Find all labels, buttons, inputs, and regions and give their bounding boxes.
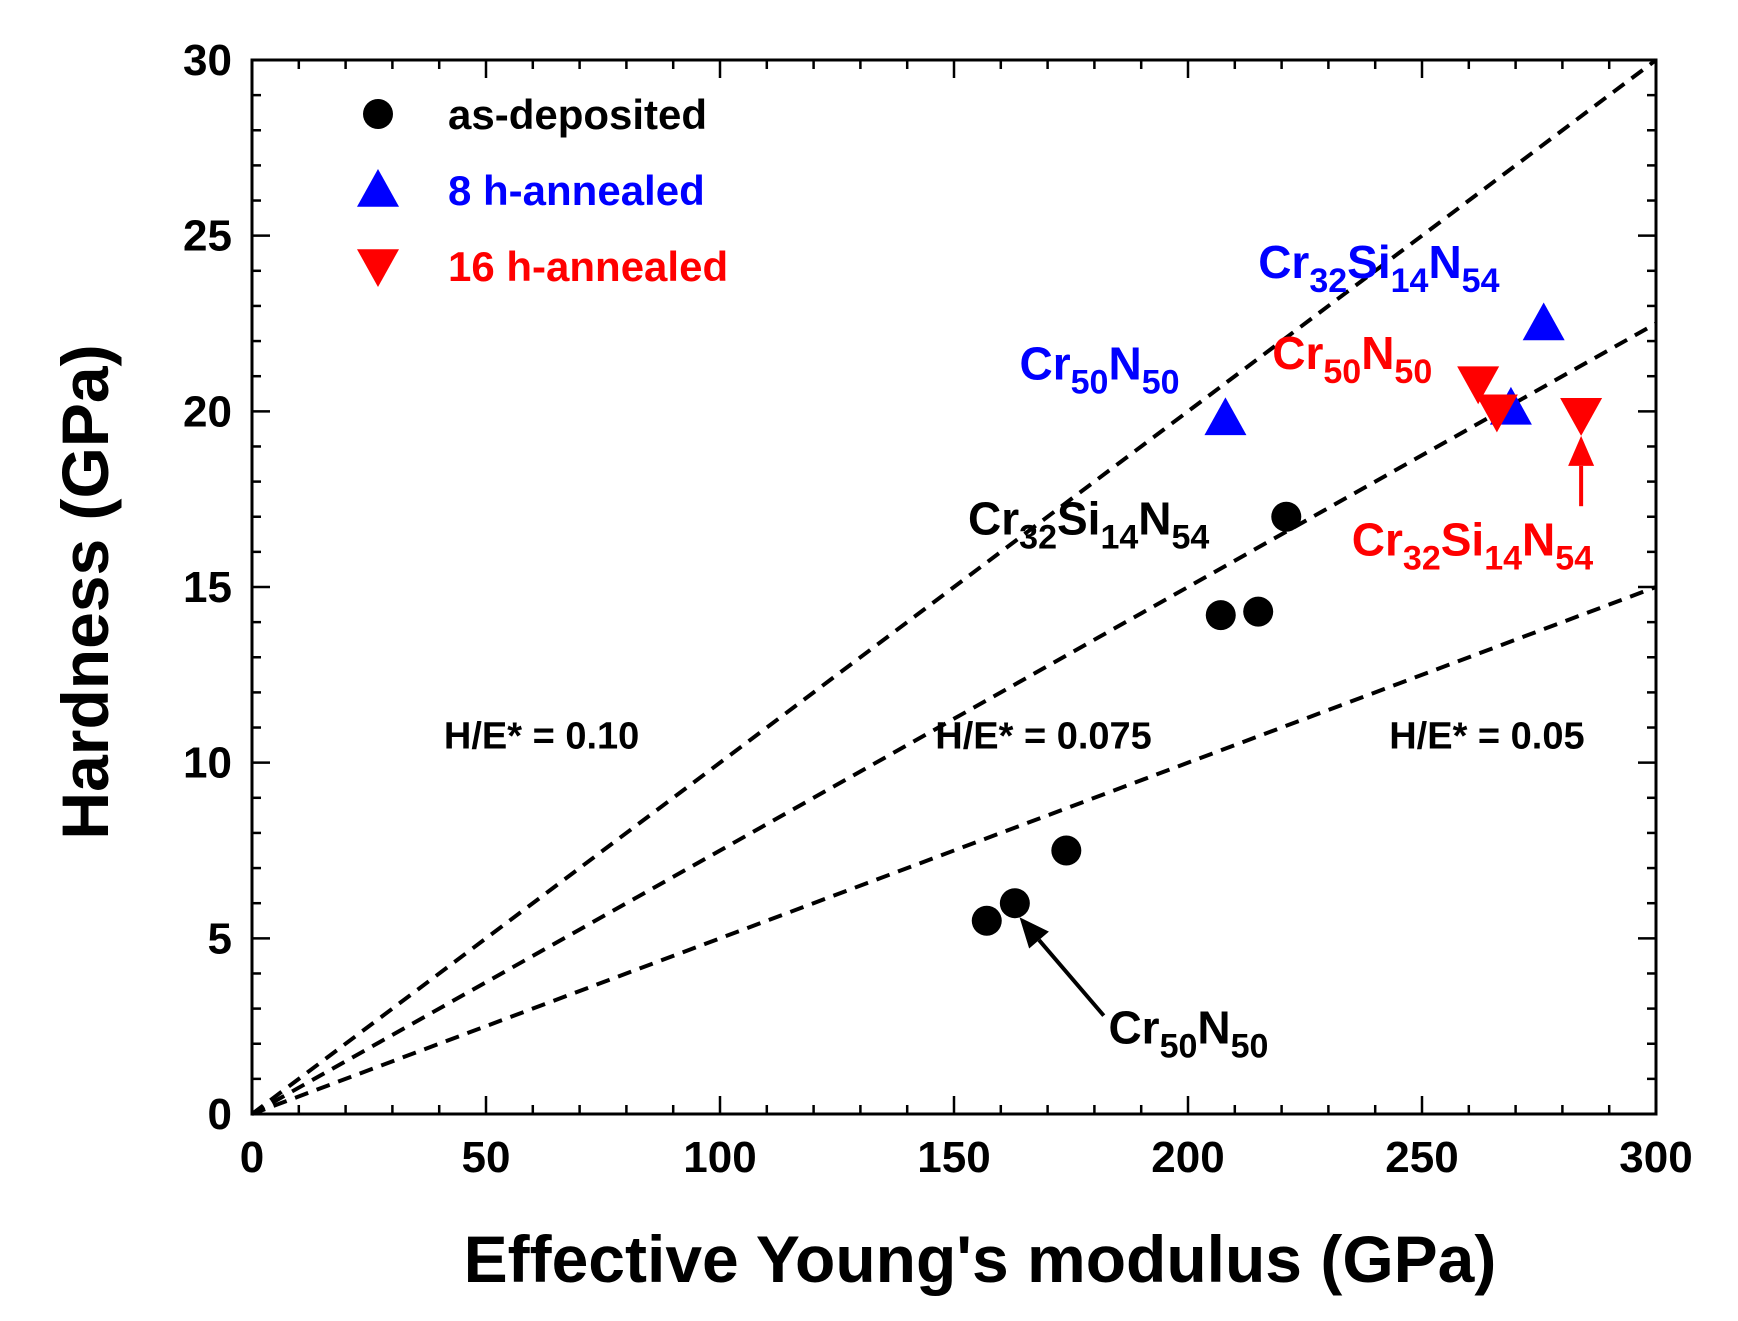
data-point-triangle-down xyxy=(1560,398,1603,436)
arrow-head xyxy=(1568,435,1595,466)
annotation-subscript: 50 xyxy=(1323,353,1361,391)
annotation-subscript: 14 xyxy=(1484,539,1522,577)
x-axis-title: Effective Young's modulus (GPa) xyxy=(464,1222,1497,1296)
annotation-text: N xyxy=(1361,327,1394,379)
reference-line-label: H/E* = 0.10 xyxy=(444,716,639,758)
annotation-text: N xyxy=(1428,236,1461,288)
annotation-subscript: 14 xyxy=(1100,518,1138,556)
x-tick-label: 200 xyxy=(1151,1133,1224,1182)
annotation-text: Cr xyxy=(1108,1002,1159,1054)
annotation-subscript: 54 xyxy=(1555,539,1593,577)
annotation-black-cr32si14n54: Cr32Si14N54 xyxy=(968,492,1209,556)
reference-line xyxy=(251,585,1657,1116)
y-tick-label: 30 xyxy=(183,36,232,85)
reference-line-label: H/E* = 0.075 xyxy=(935,716,1152,758)
reference-line xyxy=(251,321,1657,1116)
axis-ticks xyxy=(250,58,1658,1116)
data-point-triangle-down xyxy=(1457,366,1500,405)
y-tick-label: 5 xyxy=(208,914,232,963)
annotation-text: Cr xyxy=(1352,513,1403,565)
data-point-triangle-up xyxy=(1204,397,1247,436)
data-point-circle xyxy=(971,905,1002,936)
legend-marker-triangle-down xyxy=(357,249,399,287)
legend-marker-circle xyxy=(363,99,393,129)
data-points xyxy=(971,302,1603,936)
annotation-subscript: 54 xyxy=(1172,518,1210,556)
data-point-circle xyxy=(1051,835,1082,866)
annotation-subscript: 54 xyxy=(1462,262,1500,300)
y-axis-title: Hardness (GPa) xyxy=(48,344,122,839)
legend: as-deposited 8 h-annealed 16 h-annealed xyxy=(357,91,728,290)
x-tick-label: 50 xyxy=(462,1133,511,1182)
data-point-triangle-up xyxy=(1522,302,1565,341)
annotation-text: N xyxy=(1522,513,1555,565)
annotation-black-cr50n50: Cr50N50 xyxy=(1108,1002,1268,1066)
y-tick-label: 0 xyxy=(208,1090,232,1139)
reference-line-label: H/E* = 0.05 xyxy=(1389,716,1584,758)
y-tick-label: 25 xyxy=(183,212,232,261)
annotation-blue-cr32si14n54: Cr32Si14N54 xyxy=(1258,236,1499,300)
data-point-circle xyxy=(1271,501,1302,532)
y-tick-label: 20 xyxy=(183,387,232,436)
x-tick-label: 250 xyxy=(1385,1133,1458,1182)
annotation-blue-cr50n50: Cr50N50 xyxy=(1020,338,1180,402)
legend-label: 8 h-annealed xyxy=(448,167,705,214)
annotation-subscript: 50 xyxy=(1394,353,1432,391)
annotations: Cr50N50Cr32Si14N54Cr50N50Cr32Si14N54Cr32… xyxy=(968,236,1593,1066)
data-point-circle xyxy=(1243,596,1274,627)
annotation-red-cr50n50: Cr50N50 xyxy=(1272,327,1432,391)
annotation-text: Cr xyxy=(1020,338,1071,390)
annotation-subscript: 50 xyxy=(1231,1028,1269,1066)
legend-label: as-deposited xyxy=(448,91,707,138)
annotation-arrows xyxy=(1019,435,1595,1017)
annotation-text: Cr xyxy=(1258,236,1309,288)
annotation-text: Cr xyxy=(1272,327,1323,379)
y-tick-label: 15 xyxy=(183,563,232,612)
annotation-subscript: 32 xyxy=(1309,262,1347,300)
y-tick-label: 10 xyxy=(183,739,232,788)
data-point-circle xyxy=(999,888,1030,919)
x-tick-label: 100 xyxy=(683,1133,756,1182)
annotation-subscript: 50 xyxy=(1071,364,1109,402)
annotation-red-cr32si14n54: Cr32Si14N54 xyxy=(1352,513,1593,577)
annotation-text: Si xyxy=(1057,492,1100,544)
annotation-text: N xyxy=(1197,1002,1230,1054)
tick-labels: 0 50 100 150 200 250 300 0 5 10 15 20 25 30 xyxy=(183,36,1693,1182)
annotation-subscript: 50 xyxy=(1142,364,1180,402)
reference-lines xyxy=(250,58,1658,1116)
x-tick-label: 300 xyxy=(1619,1133,1692,1182)
data-point-circle xyxy=(1205,600,1236,631)
reference-line-labels: H/E* = 0.10 H/E* = 0.075 H/E* = 0.05 xyxy=(444,716,1585,758)
x-tick-label: 150 xyxy=(917,1133,990,1182)
annotation-subscript: 32 xyxy=(1403,539,1441,577)
x-tick-label: 0 xyxy=(240,1133,264,1182)
arrow-shaft xyxy=(1037,938,1106,1017)
annotation-text: Cr xyxy=(968,492,1019,544)
annotation-text: N xyxy=(1138,492,1171,544)
legend-label: 16 h-annealed xyxy=(448,243,728,290)
annotation-subscript: 32 xyxy=(1019,518,1057,556)
data-point-triangle-down xyxy=(1475,394,1518,433)
annotation-subscript: 50 xyxy=(1160,1028,1198,1066)
legend-marker-triangle-up xyxy=(357,169,399,207)
arrow-head xyxy=(1019,917,1049,949)
annotation-subscript: 14 xyxy=(1391,262,1429,300)
annotation-text: N xyxy=(1108,338,1141,390)
annotation-text: Si xyxy=(1441,513,1484,565)
annotation-text: Si xyxy=(1347,236,1390,288)
reference-line xyxy=(250,58,1658,1116)
